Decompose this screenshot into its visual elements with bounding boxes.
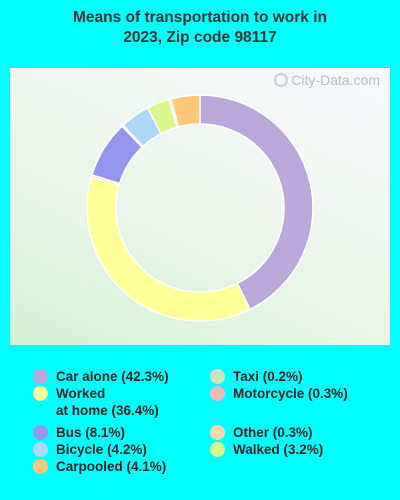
legend-label-worked-at-home: Worked at home (36.4%) xyxy=(56,385,159,419)
legend-label-motorcycle: Motorcycle (0.3%) xyxy=(233,385,348,402)
chart-panel: City-Data.com xyxy=(10,68,390,345)
legend-item-carpooled: Carpooled (4.1%) xyxy=(33,458,166,475)
legend-label-bus: Bus (8.1%) xyxy=(56,424,125,441)
legend-name: Bus xyxy=(56,425,82,440)
legend-name: Other xyxy=(233,425,270,440)
legend-item-worked-at-home: Worked at home (36.4%) xyxy=(33,385,159,419)
legend-label-other: Other (0.3%) xyxy=(233,424,313,441)
legend-swatch-walked xyxy=(210,442,225,457)
legend-label-carpooled: Carpooled (4.1%) xyxy=(56,458,166,475)
legend-percent: (36.4%) xyxy=(111,403,159,418)
legend-item-bus: Bus (8.1%) xyxy=(33,424,125,441)
legend-swatch-bus xyxy=(33,425,48,440)
legend-item-taxi: Taxi (0.2%) xyxy=(210,368,303,385)
legend-swatch-taxi xyxy=(210,369,225,384)
legend: Car alone (42.3%) Worked at home (36.4%) Bu… xyxy=(0,368,400,500)
legend-label-walked: Walked (3.2%) xyxy=(233,441,323,458)
legend-item-car-alone: Car alone (42.3%) xyxy=(33,368,169,385)
legend-percent: (0.3%) xyxy=(308,386,348,401)
legend-swatch-motorcycle xyxy=(210,386,225,401)
legend-name: Walked xyxy=(233,442,280,457)
chart-title-line-2: 2023, Zip code 98117 xyxy=(123,29,277,46)
legend-name: Carpooled xyxy=(56,459,123,474)
legend-swatch-carpooled xyxy=(33,459,48,474)
watermark-text: City-Data.com xyxy=(291,72,380,88)
legend-percent: (4.1%) xyxy=(126,459,167,474)
legend-item-other: Other (0.3%) xyxy=(210,424,313,441)
legend-name: Motorcycle xyxy=(233,386,305,401)
legend-percent: (42.3%) xyxy=(121,369,169,384)
legend-label-car-alone: Car alone (42.3%) xyxy=(56,368,169,385)
legend-swatch-bicycle xyxy=(33,442,48,457)
legend-swatch-car-alone xyxy=(33,369,48,384)
legend-swatch-other xyxy=(210,425,225,440)
watermark: City-Data.com xyxy=(274,72,380,88)
legend-label-bicycle: Bicycle (4.2%) xyxy=(56,441,147,458)
legend-item-walked: Walked (3.2%) xyxy=(210,441,323,458)
legend-item-motorcycle: Motorcycle (0.3%) xyxy=(210,385,348,402)
city-data-logo-icon xyxy=(274,73,289,87)
legend-percent: (4.2%) xyxy=(107,442,147,457)
legend-percent: (8.1%) xyxy=(85,425,126,440)
legend-name: Taxi xyxy=(233,369,260,384)
legend-name: Car alone xyxy=(56,369,118,384)
chart-title: Means of transportation to work in 2023,… xyxy=(0,8,400,48)
legend-name: Bicycle xyxy=(56,442,104,457)
legend-name: Worked at home xyxy=(56,386,108,418)
legend-percent: (3.2%) xyxy=(283,442,324,457)
legend-item-bicycle: Bicycle (4.2%) xyxy=(33,441,147,458)
legend-label-taxi: Taxi (0.2%) xyxy=(233,368,303,385)
legend-percent: (0.3%) xyxy=(272,425,313,440)
legend-swatch-worked-at-home xyxy=(33,386,48,401)
donut-chart xyxy=(86,94,314,322)
donut-slice-worked-at-home xyxy=(86,176,252,322)
chart-title-line-1: Means of transportation to work in xyxy=(72,9,328,26)
legend-percent: (0.2%) xyxy=(262,369,303,384)
donut-slice-carpooled xyxy=(170,94,201,128)
donut-slice-car-alone xyxy=(199,94,314,311)
